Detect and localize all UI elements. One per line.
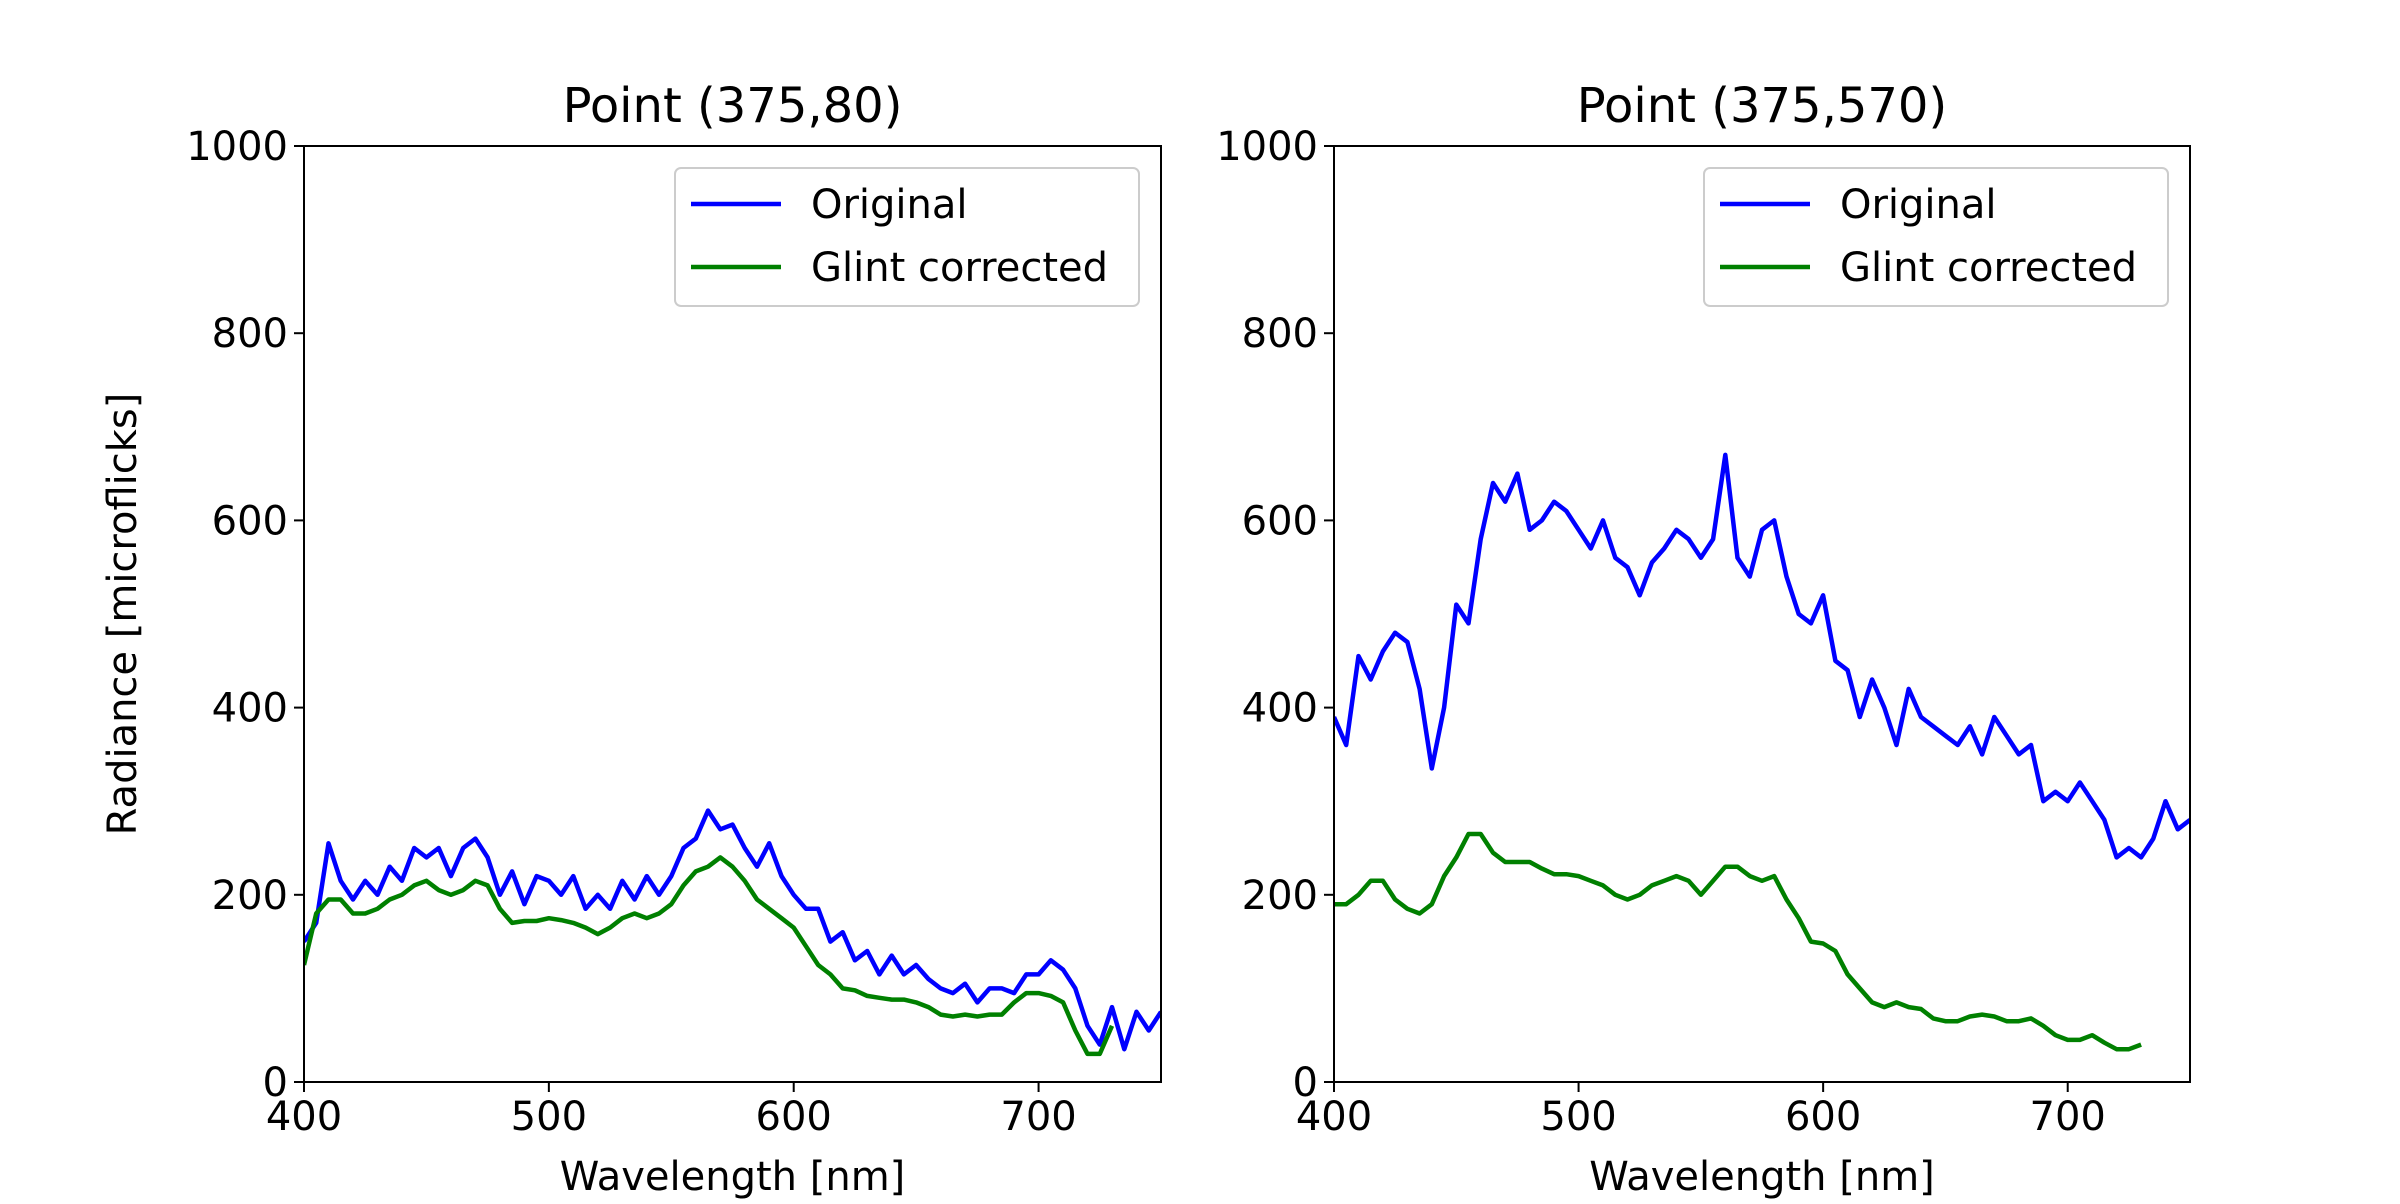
y-tick-label: 400 [212,686,288,732]
legend-label: Original [1840,182,1997,228]
legend-label: Glint corrected [811,245,1108,291]
plot-frame [303,145,1162,1083]
x-tick-label: 400 [266,1094,342,1140]
y-tick-label: 400 [1242,686,1318,732]
legend-box [1703,167,2169,307]
y-tick-label: 1000 [186,124,288,170]
y-axis-label: Radiance [microflicks] [100,393,146,836]
x-axis-label: Wavelength [nm] [560,1154,906,1200]
chart-title: Point (375,570) [1577,78,1947,134]
x-tick-label: 600 [756,1094,832,1140]
y-tick-label: 0 [1293,1060,1318,1106]
legend-label: Original [811,182,968,228]
x-tick-label: 700 [2030,1094,2106,1140]
y-tick-label: 200 [1242,873,1318,919]
data-line [1334,831,2142,1052]
x-axis-label: Wavelength [nm] [1589,1154,1935,1200]
chart-title: Point (375,80) [563,78,903,134]
x-tick-label: 600 [1785,1094,1861,1140]
y-tick-label: 0 [263,1060,288,1106]
data-line [304,855,1115,1057]
legend-label: Glint corrected [1840,245,2137,291]
plot-frame [1333,145,2191,1083]
x-tick-label: 500 [511,1094,587,1140]
x-tick-label: 500 [1540,1094,1616,1140]
y-tick-label: 1000 [1216,124,1318,170]
y-tick-label: 800 [1242,311,1318,357]
x-tick-label: 400 [1296,1094,1372,1140]
y-tick-label: 600 [212,498,288,544]
data-line [1334,452,2190,860]
data-line [304,808,1161,1052]
y-tick-label: 200 [212,873,288,919]
y-tick-label: 800 [212,311,288,357]
x-tick-label: 700 [1000,1094,1076,1140]
legend-box [674,167,1140,307]
y-tick-label: 600 [1242,498,1318,544]
